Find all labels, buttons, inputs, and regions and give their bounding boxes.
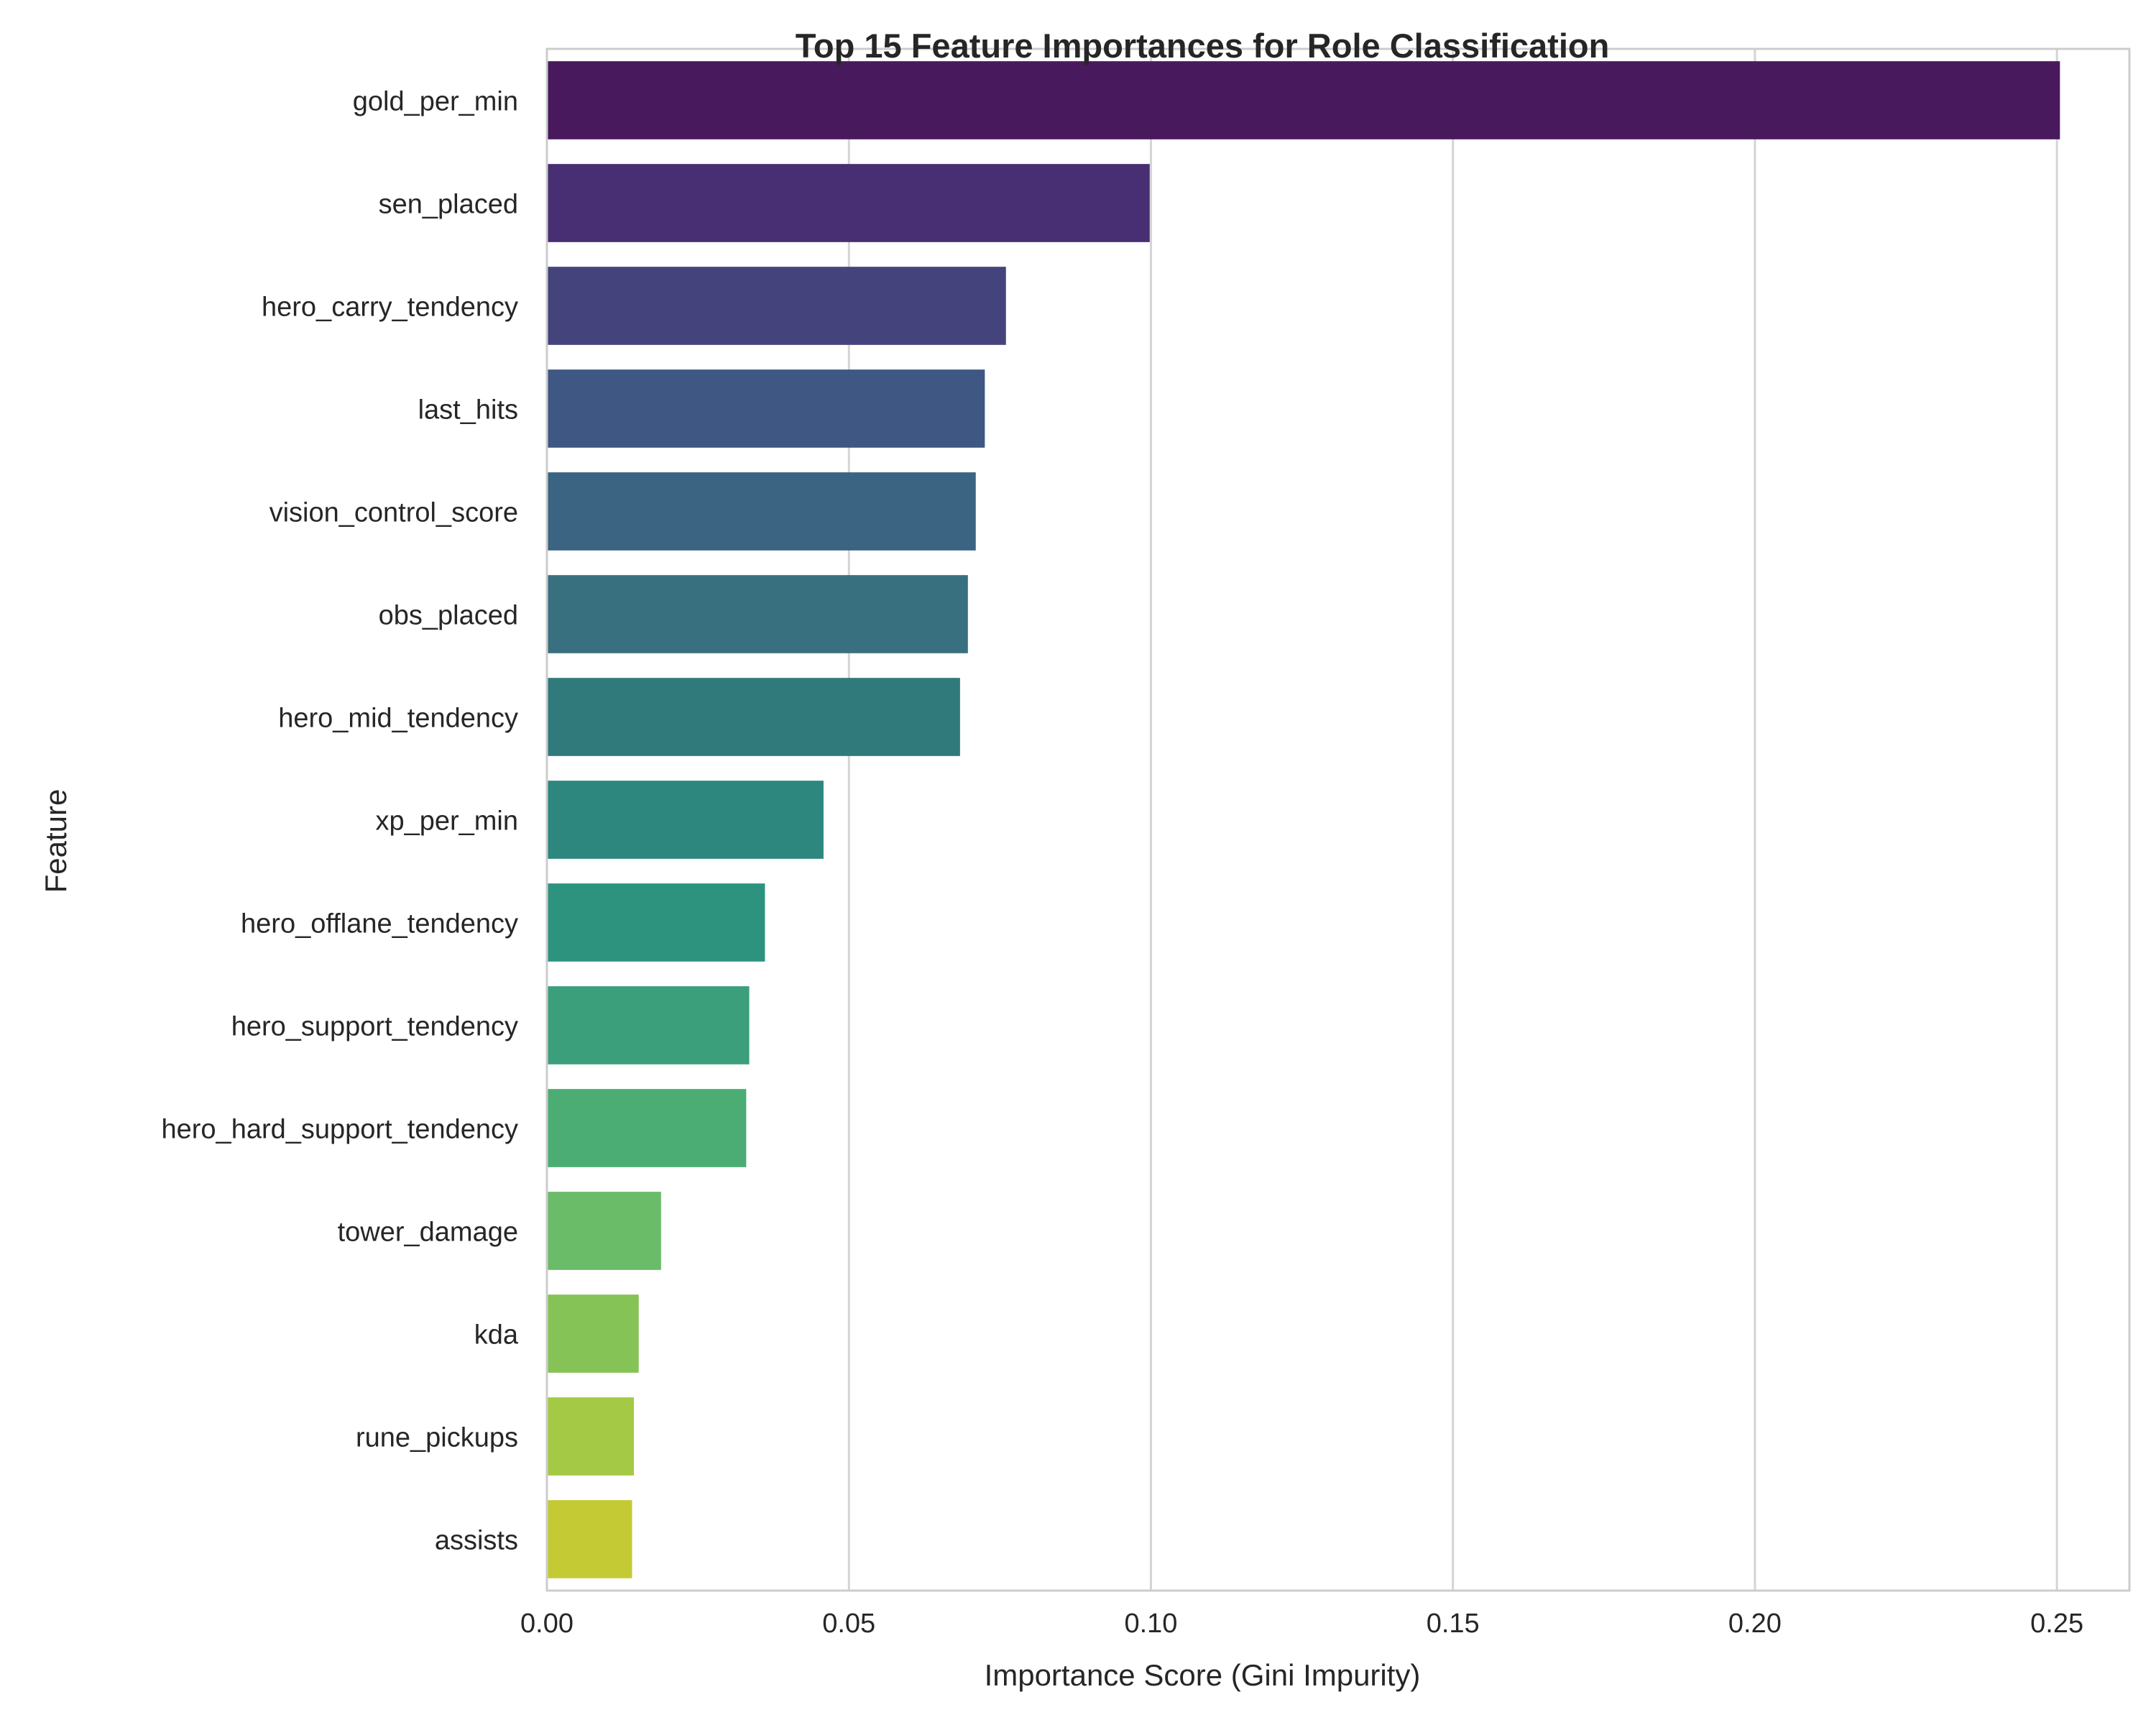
bar bbox=[547, 267, 1006, 345]
bar bbox=[547, 1500, 632, 1578]
y-tick-label: tower_damage bbox=[338, 1218, 518, 1248]
y-tick-label: obs_placed bbox=[379, 601, 518, 631]
bar bbox=[547, 1192, 661, 1270]
y-tick-label: vision_control_score bbox=[270, 498, 518, 528]
bar bbox=[547, 164, 1150, 242]
x-tick-labels: 0.00 0.05 0.10 0.15 0.20 0.25 bbox=[520, 1609, 2083, 1639]
bar bbox=[547, 472, 976, 551]
bar bbox=[547, 61, 2060, 139]
bar bbox=[547, 1294, 639, 1373]
x-tick-label: 0.10 bbox=[1124, 1609, 1177, 1639]
bar bbox=[547, 986, 750, 1064]
y-tick-labels: gold_per_min sen_placed hero_carry_tendenc… bbox=[162, 87, 519, 1556]
y-tick-label: xp_per_min bbox=[375, 806, 518, 837]
y-tick-label: gold_per_min bbox=[353, 87, 518, 117]
bar bbox=[547, 781, 824, 859]
x-tick-label: 0.05 bbox=[822, 1609, 875, 1639]
bar bbox=[547, 575, 968, 653]
y-tick-label: hero_offlane_tendency bbox=[241, 909, 518, 939]
bar bbox=[547, 883, 765, 962]
x-axis-label: Importance Score (Gini Impurity) bbox=[985, 1658, 1421, 1692]
bar bbox=[547, 369, 985, 448]
x-tick-label: 0.20 bbox=[1728, 1609, 1782, 1639]
y-tick-label: rune_pickups bbox=[356, 1423, 518, 1453]
y-tick-label: assists bbox=[435, 1526, 518, 1556]
y-axis-label: Feature bbox=[39, 789, 73, 893]
plot-frame bbox=[545, 47, 2131, 1592]
x-tick-label: 0.15 bbox=[1427, 1609, 1480, 1639]
x-tick-label: 0.25 bbox=[2030, 1609, 2083, 1639]
bar bbox=[547, 1089, 747, 1167]
y-tick-label: sen_placed bbox=[379, 190, 518, 220]
bar-layer bbox=[547, 61, 2060, 1578]
x-tick-label: 0.00 bbox=[520, 1609, 573, 1639]
y-tick-label: last_hits bbox=[418, 395, 518, 426]
chart-title: Top 15 Feature Importances for Role Clas… bbox=[796, 27, 1610, 65]
y-tick-label: kda bbox=[474, 1320, 519, 1351]
y-tick-label: hero_mid_tendency bbox=[278, 704, 518, 734]
y-tick-label: hero_carry_tendency bbox=[262, 293, 518, 323]
bar bbox=[547, 1397, 635, 1476]
y-tick-label: hero_support_tendency bbox=[231, 1012, 518, 1042]
y-tick-label: hero_hard_support_tendency bbox=[162, 1115, 519, 1145]
bar bbox=[547, 678, 960, 756]
